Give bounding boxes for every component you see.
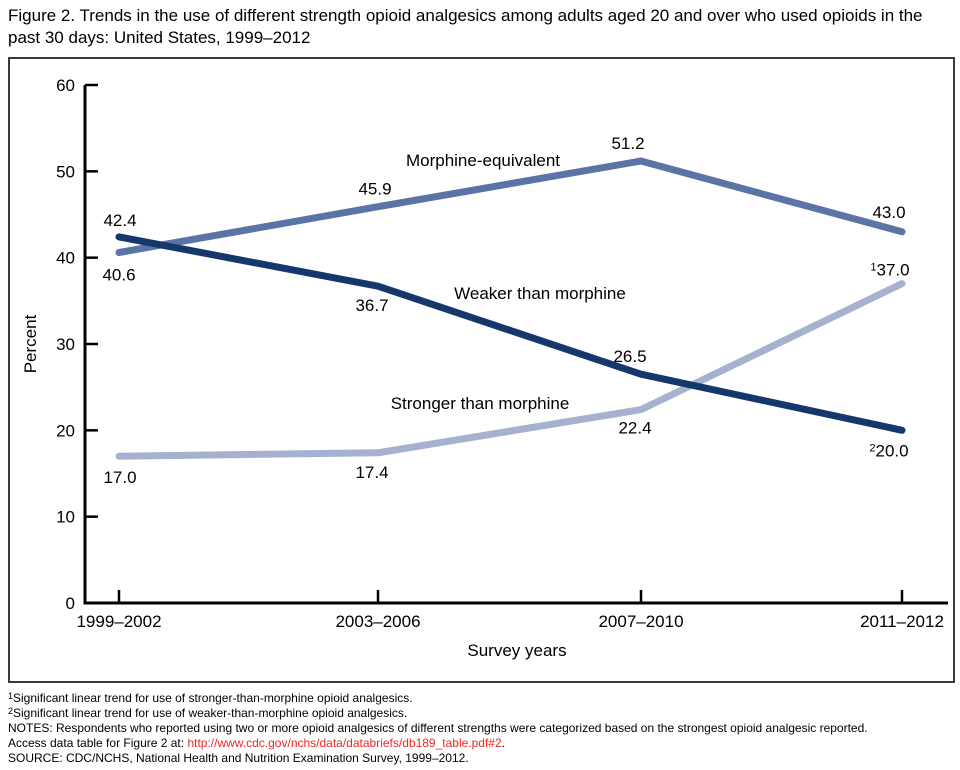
series-line-stronger-than-morphine bbox=[115, 280, 906, 460]
footnote-2-text: Significant linear trend for use of weak… bbox=[13, 706, 408, 720]
y-tick-label: 60 bbox=[56, 76, 75, 95]
y-tick-label: 50 bbox=[56, 162, 75, 181]
data-label-stronger-than-morphine: 17.4 bbox=[355, 463, 388, 482]
series-line-morphine-equivalent bbox=[115, 157, 906, 256]
y-tick-label: 0 bbox=[66, 594, 75, 613]
series-line-weaker-than-morphine bbox=[115, 233, 906, 434]
line-chart: 0 10 20 30 40 50 60 1999–2002 2003–2006 2007–2010… bbox=[21, 76, 948, 660]
y-tick-label: 10 bbox=[56, 508, 75, 527]
footnote-2: 2Significant linear trend for use of wea… bbox=[8, 706, 956, 721]
data-label-morphine-equivalent: 45.9 bbox=[358, 180, 391, 199]
x-tick-label: 2011–2012 bbox=[860, 612, 944, 631]
source-line: SOURCE: CDC/NCHS, National Health and Nu… bbox=[8, 751, 469, 765]
data-label-morphine-equivalent: 40.6 bbox=[102, 265, 135, 284]
series-label-weaker-than-morphine: Weaker than morphine bbox=[454, 284, 626, 303]
footnotes: 1Significant linear trend for use of str… bbox=[8, 691, 956, 766]
footnote-2-sup: 2 bbox=[8, 706, 14, 716]
access-line: Access data table for Figure 2 at: http:… bbox=[8, 736, 956, 751]
footnote-1-text: Significant linear trend for use of stro… bbox=[13, 691, 413, 705]
x-tick-label: 1999–2002 bbox=[76, 612, 161, 631]
access-suffix: . bbox=[501, 736, 505, 750]
x-axis-title: Survey years bbox=[467, 641, 566, 660]
notes-line: NOTES: Respondents who reported using tw… bbox=[8, 721, 868, 735]
data-label-stronger-than-morphine: 137.0 bbox=[870, 261, 909, 280]
series-label-morphine-equivalent: Morphine-equivalent bbox=[406, 151, 560, 170]
figure-title: Figure 2. Trends in the use of different… bbox=[8, 5, 956, 49]
data-label-weaker-than-morphine: 36.7 bbox=[355, 296, 388, 315]
y-tick-label: 30 bbox=[56, 335, 75, 354]
y-axis-title: Percent bbox=[21, 314, 40, 373]
chart-frame: 0 10 20 30 40 50 60 1999–2002 2003–2006 2007–2010… bbox=[8, 57, 955, 683]
footnote-1: 1Significant linear trend for use of str… bbox=[8, 691, 956, 706]
access-prefix: Access data table for Figure 2 at: bbox=[8, 736, 188, 750]
y-tick-label: 40 bbox=[56, 249, 75, 268]
data-label-morphine-equivalent: 51.2 bbox=[611, 134, 644, 153]
data-table-link[interactable]: http://www.cdc.gov/nchs/data/databriefs/… bbox=[187, 736, 502, 750]
figure-title-line2: past 30 days: United States, 1999–2012 bbox=[8, 28, 311, 47]
x-tick-label: 2007–2010 bbox=[598, 612, 683, 631]
data-label-morphine-equivalent: 43.0 bbox=[872, 203, 905, 222]
figure-title-line1: Figure 2. Trends in the use of different… bbox=[8, 6, 923, 25]
data-label-weaker-than-morphine: 42.4 bbox=[103, 211, 136, 230]
x-tick-label: 2003–2006 bbox=[335, 612, 420, 631]
data-label-stronger-than-morphine: 22.4 bbox=[618, 419, 651, 438]
y-tick-label: 20 bbox=[56, 421, 75, 440]
footnote-1-sup: 1 bbox=[8, 691, 14, 701]
data-label-weaker-than-morphine: 26.5 bbox=[613, 347, 646, 366]
data-label-weaker-than-morphine: 220.0 bbox=[869, 441, 908, 460]
series-label-stronger-than-morphine: Stronger than morphine bbox=[391, 394, 570, 413]
data-label-stronger-than-morphine: 17.0 bbox=[103, 468, 136, 487]
